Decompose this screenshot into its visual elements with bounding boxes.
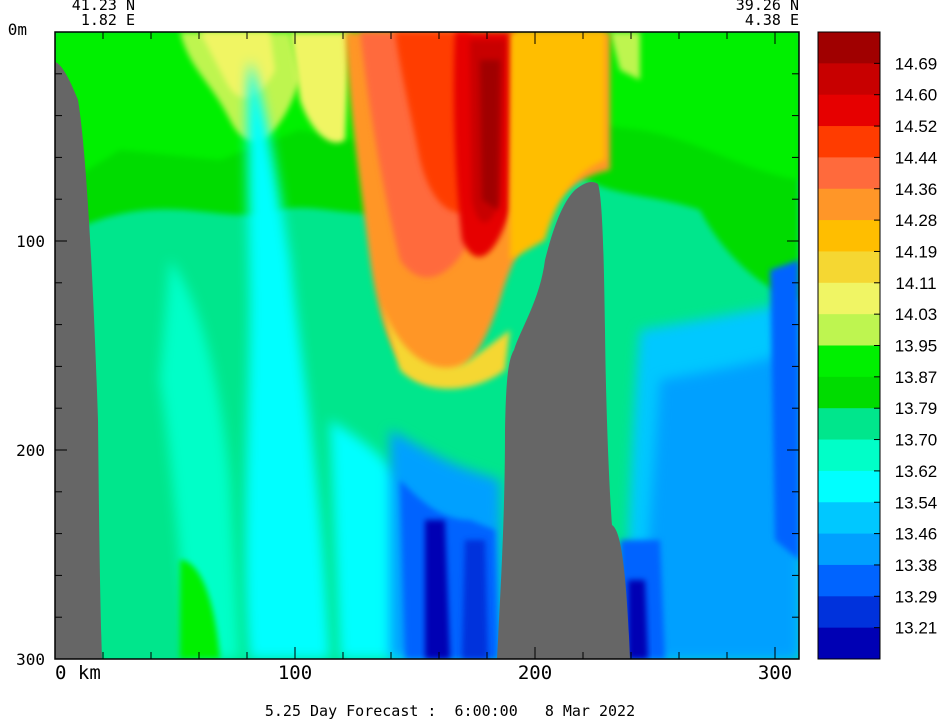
colorbar-label: 14.69 — [895, 54, 938, 73]
colorbar-label: 13.62 — [895, 462, 938, 481]
colorbar-label: 14.03 — [895, 305, 938, 324]
colorbar-swatch — [818, 502, 880, 535]
colorbar-label: 13.54 — [895, 493, 938, 512]
colorbar-swatch — [818, 376, 880, 409]
colorbar: 14.69 14.60 14.52 14.44 14.36 14.28 14.19 14.11… — [817, 31, 938, 660]
colorbar-swatch — [818, 533, 880, 566]
colorbar-label: 13.38 — [895, 556, 938, 575]
colorbar-swatch — [818, 251, 880, 284]
colorbar-label: 14.60 — [895, 86, 938, 105]
colorbar-swatch — [818, 220, 880, 252]
x-tick-label: 100 — [278, 662, 312, 684]
temperature-field — [55, 32, 799, 659]
y-tick-label: 100 — [16, 232, 45, 251]
x-tick-label: 300 — [758, 662, 792, 684]
colorbar-label: 14.44 — [895, 148, 938, 167]
colorbar-swatch — [818, 63, 880, 96]
colorbar-swatch — [818, 126, 880, 158]
start-lat-label: 41.23 N — [72, 0, 135, 14]
colorbar-label: 14.28 — [895, 211, 938, 230]
plot-frame — [54, 31, 800, 660]
colorbar-label: 14.11 — [895, 274, 936, 293]
colorbar-swatch — [818, 282, 880, 315]
colorbar-label: 13.87 — [895, 368, 938, 387]
colorbar-swatch — [818, 408, 880, 441]
colorbar-label: 13.79 — [895, 399, 938, 418]
colorbar-label: 13.95 — [895, 337, 938, 356]
colorbar-swatch — [818, 439, 880, 472]
colorbar-label: 13.70 — [895, 431, 938, 450]
colorbar-swatch — [818, 94, 880, 127]
y-tick-label: 300 — [16, 650, 45, 669]
y-tick-label: 200 — [16, 441, 45, 460]
forecast-footer: 5.25 Day Forecast : 6:00:00 8 Mar 2022 — [265, 702, 635, 720]
end-lat-label: 39.26 N — [736, 0, 799, 14]
x-tick-label: 0 km — [55, 662, 101, 684]
start-lon-label: 1.82 E — [81, 11, 135, 29]
y-tick-label: 0m — [8, 20, 27, 39]
axis-tick-labels: 0 km 100 200 300 0m 100 200 300 — [8, 20, 792, 684]
colorbar-label: 13.46 — [895, 525, 938, 544]
axis-ticks — [54, 31, 799, 660]
colorbar-swatch — [818, 345, 880, 378]
colorbar-swatch — [818, 596, 880, 629]
colorbar-swatch — [818, 470, 880, 503]
colorbar-swatch — [818, 157, 880, 190]
colorbar-label: 14.36 — [895, 180, 938, 199]
colorbar-swatch — [818, 627, 880, 660]
colorbar-label: 13.21 — [895, 619, 938, 638]
colorbar-swatch — [818, 314, 880, 346]
colorbar-swatch — [818, 564, 880, 597]
x-tick-label: 200 — [518, 662, 552, 684]
colorbar-label: 14.19 — [895, 242, 938, 261]
colorbar-swatch — [818, 32, 880, 64]
colorbar-label: 13.29 — [895, 587, 938, 606]
end-lon-label: 4.38 E — [745, 11, 799, 29]
colorbar-label: 14.52 — [895, 117, 938, 136]
colorbar-swatch — [818, 188, 880, 221]
